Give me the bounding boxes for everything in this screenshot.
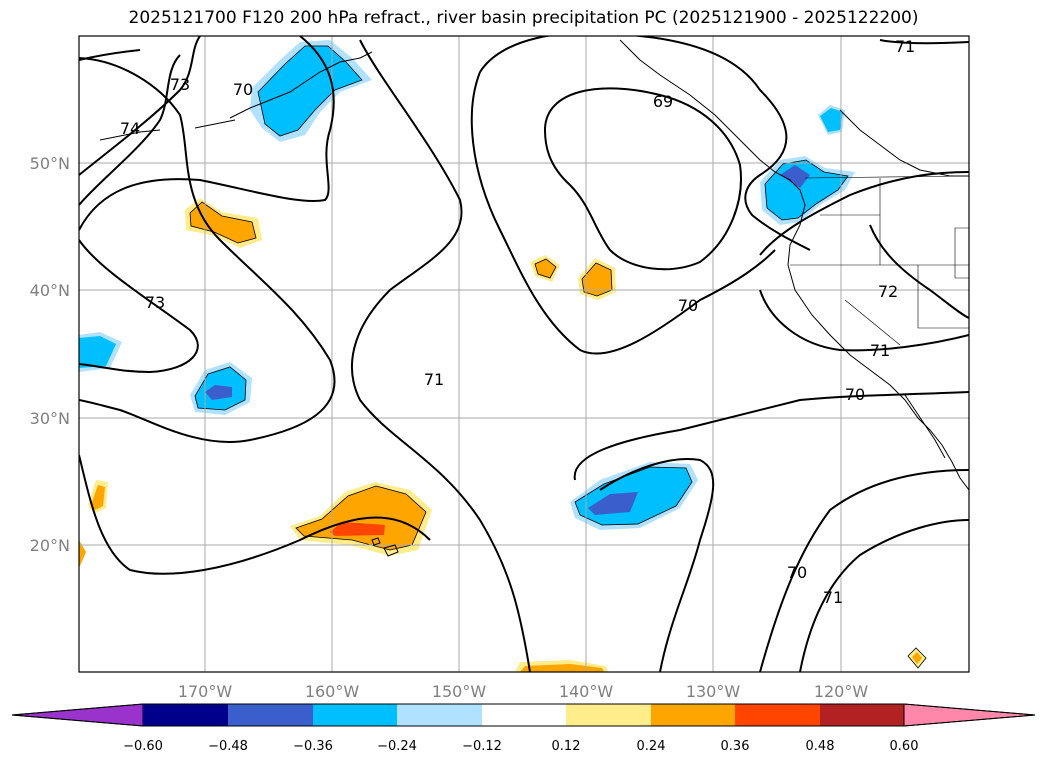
contour-label-69: 69: [653, 92, 673, 111]
gridlines: [79, 36, 969, 672]
contour-label-71: 71: [823, 588, 843, 607]
colorbar-tick: −0.24: [377, 739, 417, 754]
colorbar-segment: [566, 704, 651, 726]
lon-label-160w: 160°W: [305, 682, 360, 701]
lon-axis: 170°W 160°W 150°W 140°W 130°W 120°W: [178, 682, 869, 701]
contour-label-73: 73: [145, 293, 165, 312]
contour-label-70: 70: [787, 563, 807, 582]
colorbar-tick: −0.36: [293, 739, 333, 754]
colorbar-tick: 0.36: [721, 739, 750, 754]
borders: [790, 175, 969, 346]
contour-label-73: 73: [170, 75, 190, 94]
colorbar-segment: [228, 704, 313, 726]
lon-label-140w: 140°W: [559, 682, 614, 701]
contour-label-70: 70: [233, 80, 253, 99]
contour-label-72: 72: [878, 282, 898, 301]
colorbar: −0.60 −0.48 −0.36 −0.24 −0.12 0.12 0.24 …: [11, 703, 1036, 754]
colorbar-segment: [143, 704, 228, 726]
contour-label-70: 70: [678, 296, 698, 315]
lon-label-170w: 170°W: [178, 682, 233, 701]
contour-label-74: 74: [120, 119, 140, 138]
colorbar-tick: 0.12: [552, 739, 581, 754]
colorbar-segment: [651, 704, 735, 726]
colorbar-segment: [820, 704, 904, 726]
colorbar-extend-high: [903, 703, 1036, 727]
lat-label-50n: 50°N: [30, 154, 70, 173]
colorbar-tick: −0.12: [462, 739, 502, 754]
lat-label-40n: 40°N: [30, 281, 70, 300]
lon-label-130w: 130°W: [686, 682, 741, 701]
colorbar-segment: [735, 704, 820, 726]
precip-shading: [79, 40, 926, 672]
contour-label-71: 71: [895, 37, 915, 56]
contour-label-70: 70: [845, 385, 865, 404]
contour-lines: [79, 36, 969, 672]
colorbar-outline: [11, 703, 1036, 727]
map-title: 2025121700 F120 200 hPa refract., river …: [128, 8, 919, 28]
lon-label-120w: 120°W: [814, 682, 869, 701]
colorbar-tick: 0.60: [890, 739, 919, 754]
plot-frame: [78, 35, 970, 673]
lon-label-150w: 150°W: [432, 682, 487, 701]
contour-label-71: 71: [870, 341, 890, 360]
contour-labels: 69 70 70 70 70 71 71 71 71 72 73 73 74: [120, 37, 915, 607]
colorbar-tick: 0.24: [637, 739, 666, 754]
colorbar-segment: [397, 704, 482, 726]
colorbar-tick: −0.48: [208, 739, 248, 754]
contour-label-71: 71: [424, 370, 444, 389]
lat-axis: 50°N 40°N 30°N 20°N: [30, 154, 70, 555]
colorbar-segment: [313, 704, 397, 726]
colorbar-extend-low: [11, 703, 144, 727]
colorbar-segment: [482, 704, 566, 726]
colorbar-tick: −0.60: [123, 739, 163, 754]
precip-outlines: [189, 45, 927, 669]
lat-label-20n: 20°N: [30, 536, 70, 555]
lat-label-30n: 30°N: [30, 409, 70, 428]
colorbar-tick: 0.48: [806, 739, 835, 754]
